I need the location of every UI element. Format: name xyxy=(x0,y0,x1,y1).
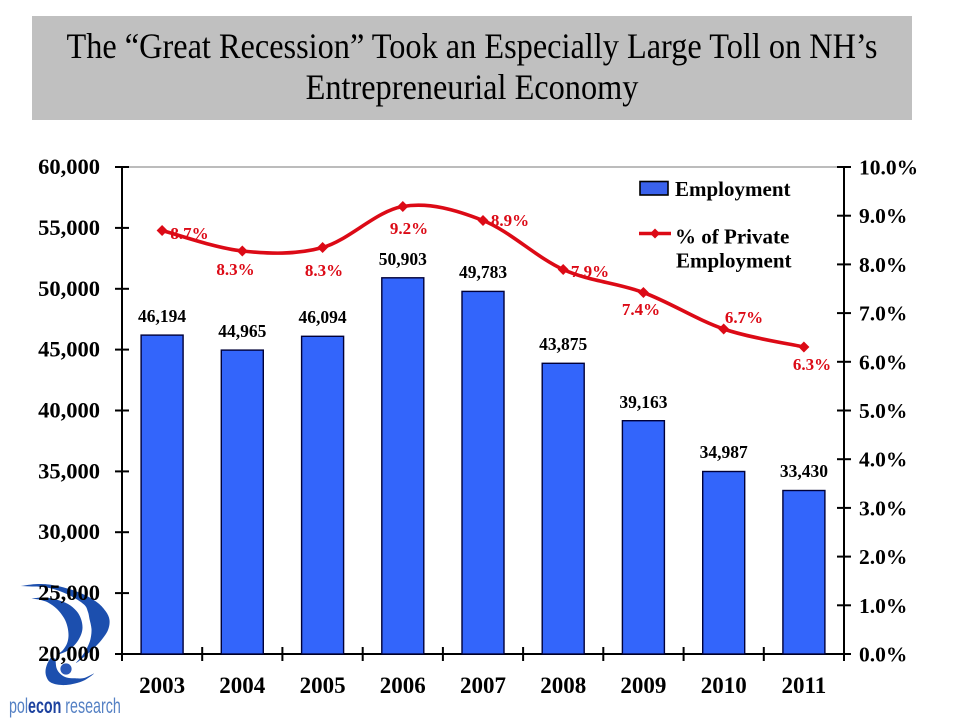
svg-text:39,163: 39,163 xyxy=(619,392,667,412)
svg-text:25,000: 25,000 xyxy=(38,580,100,605)
svg-text:2011: 2011 xyxy=(782,673,827,698)
svg-text:2003: 2003 xyxy=(139,673,185,698)
svg-text:8.9%: 8.9% xyxy=(491,211,529,230)
svg-text:8.0%: 8.0% xyxy=(859,253,907,277)
svg-text:8.3%: 8.3% xyxy=(305,261,343,280)
svg-text:43,875: 43,875 xyxy=(539,334,587,354)
svg-text:1.0%: 1.0% xyxy=(859,594,907,618)
svg-text:6.3%: 6.3% xyxy=(793,355,831,374)
svg-text:45,000: 45,000 xyxy=(38,337,100,362)
svg-text:49,783: 49,783 xyxy=(459,262,507,282)
svg-text:9.0%: 9.0% xyxy=(859,204,907,228)
svg-text:9.2%: 9.2% xyxy=(390,219,428,238)
svg-text:33,430: 33,430 xyxy=(780,461,828,481)
svg-text:2004: 2004 xyxy=(219,673,266,698)
svg-text:2007: 2007 xyxy=(460,673,506,698)
svg-text:6.0%: 6.0% xyxy=(859,350,907,374)
svg-text:20,000: 20,000 xyxy=(38,641,100,666)
svg-text:8.7%: 8.7% xyxy=(170,224,208,243)
svg-text:2005: 2005 xyxy=(300,673,346,698)
svg-text:0.0%: 0.0% xyxy=(859,643,907,667)
svg-text:50,000: 50,000 xyxy=(38,276,100,301)
svg-text:4.0%: 4.0% xyxy=(859,448,907,472)
svg-text:7.4%: 7.4% xyxy=(622,300,660,319)
svg-text:50,903: 50,903 xyxy=(379,249,427,269)
svg-text:40,000: 40,000 xyxy=(38,398,100,423)
svg-text:2008: 2008 xyxy=(540,673,586,698)
svg-text:Employment: Employment xyxy=(676,249,792,273)
svg-text:2009: 2009 xyxy=(620,673,666,698)
svg-text:44,965: 44,965 xyxy=(218,321,266,341)
svg-text:55,000: 55,000 xyxy=(38,215,100,240)
svg-text:3.0%: 3.0% xyxy=(859,496,907,520)
svg-text:10.0%: 10.0% xyxy=(859,156,918,180)
svg-text:2006: 2006 xyxy=(380,673,426,698)
svg-text:46,194: 46,194 xyxy=(138,306,186,326)
svg-text:Employment: Employment xyxy=(675,177,791,201)
svg-text:46,094: 46,094 xyxy=(299,307,347,327)
svg-text:5.0%: 5.0% xyxy=(859,399,907,423)
svg-text:% of Private: % of Private xyxy=(675,225,789,249)
svg-text:7.9%: 7.9% xyxy=(571,262,609,281)
svg-text:7.0%: 7.0% xyxy=(859,302,907,326)
svg-text:2010: 2010 xyxy=(701,673,747,698)
svg-text:polecon research: polecon research xyxy=(9,694,121,717)
svg-text:8.3%: 8.3% xyxy=(216,260,254,279)
svg-text:30,000: 30,000 xyxy=(38,519,100,544)
svg-text:35,000: 35,000 xyxy=(38,458,100,483)
svg-text:34,987: 34,987 xyxy=(700,442,748,462)
svg-text:2.0%: 2.0% xyxy=(859,545,907,569)
svg-text:60,000: 60,000 xyxy=(38,154,100,179)
svg-text:6.7%: 6.7% xyxy=(725,308,763,327)
